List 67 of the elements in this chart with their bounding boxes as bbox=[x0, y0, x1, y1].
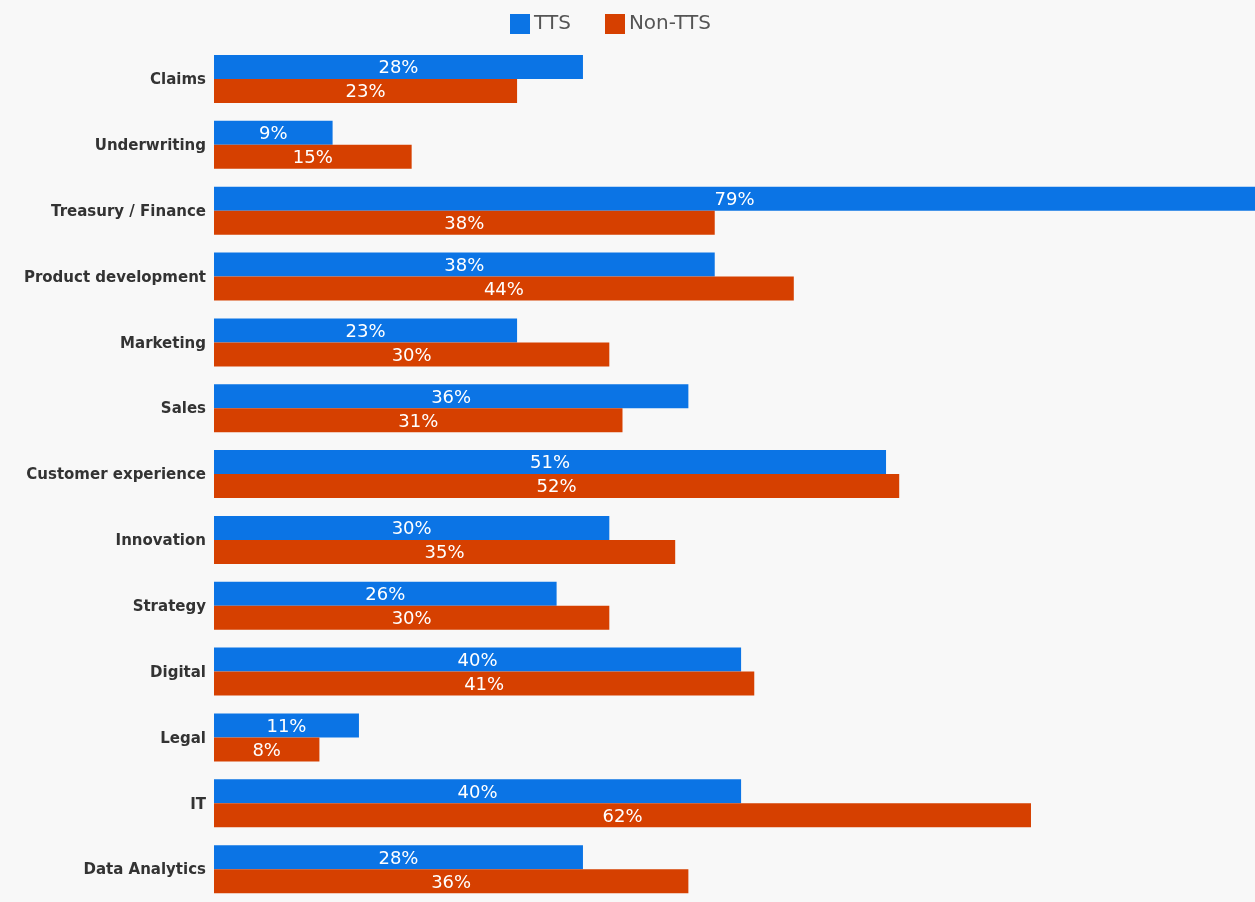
y-tick-label: Claims bbox=[150, 70, 207, 89]
data-label: 41% bbox=[464, 673, 505, 695]
y-tick-label: Legal bbox=[160, 728, 206, 747]
bar bbox=[214, 79, 518, 103]
data-label: 52% bbox=[536, 475, 577, 497]
y-tick-label: Innovation bbox=[115, 531, 206, 550]
data-label: 36% bbox=[431, 870, 472, 892]
data-label: 35% bbox=[424, 541, 465, 563]
bar bbox=[214, 120, 333, 145]
data-label: 28% bbox=[378, 56, 419, 78]
data-label: 30% bbox=[391, 607, 432, 629]
y-tick-label: Strategy bbox=[132, 597, 207, 616]
data-label: 23% bbox=[345, 80, 386, 102]
bar bbox=[214, 384, 689, 409]
data-label: 40% bbox=[457, 780, 498, 802]
bar bbox=[214, 55, 583, 79]
data-label: 31% bbox=[398, 409, 439, 431]
data-label: 38% bbox=[444, 212, 485, 234]
bar bbox=[214, 713, 359, 738]
data-label: 30% bbox=[391, 517, 432, 539]
bar bbox=[214, 869, 689, 894]
data-label: 44% bbox=[483, 277, 524, 299]
bar bbox=[214, 474, 900, 499]
bar bbox=[214, 779, 742, 804]
bar bbox=[214, 581, 557, 606]
bar bbox=[214, 318, 518, 343]
bar bbox=[214, 737, 320, 762]
y-tick-label: Marketing bbox=[120, 333, 206, 352]
y-tick-label: Digital bbox=[150, 662, 206, 681]
bar bbox=[214, 276, 794, 301]
y-tick-label: Product development bbox=[23, 267, 206, 286]
data-label: 40% bbox=[457, 649, 498, 671]
data-label: 11% bbox=[266, 714, 307, 736]
data-label: 8% bbox=[252, 738, 281, 760]
y-tick-label: Treasury / Finance bbox=[51, 201, 206, 220]
bar bbox=[214, 605, 610, 630]
bar bbox=[214, 803, 1031, 828]
legend-label: Non-TTS bbox=[628, 10, 711, 34]
bar bbox=[214, 450, 887, 475]
y-tick-label: Data Analytics bbox=[83, 860, 207, 879]
legend-label: TTS bbox=[534, 10, 571, 34]
bar bbox=[214, 647, 742, 672]
bar bbox=[214, 515, 610, 540]
data-label: 9% bbox=[259, 122, 288, 144]
data-label: 79% bbox=[714, 188, 755, 210]
bar bbox=[214, 186, 1255, 211]
bar bbox=[214, 144, 412, 169]
bar bbox=[214, 845, 583, 870]
y-tick-label: IT bbox=[190, 794, 207, 813]
y-tick-label: Sales bbox=[160, 399, 207, 418]
y-tick-label: Customer experience bbox=[26, 465, 206, 484]
bar bbox=[214, 539, 676, 564]
data-label: 28% bbox=[378, 846, 419, 868]
data-label: 26% bbox=[365, 583, 406, 605]
bar bbox=[214, 408, 623, 433]
bar bbox=[214, 210, 715, 235]
data-label: 30% bbox=[391, 343, 432, 365]
bar bbox=[214, 671, 755, 696]
y-tick-label: Underwriting bbox=[94, 136, 206, 155]
bar bbox=[214, 342, 610, 367]
data-label: 15% bbox=[292, 146, 333, 168]
data-label: 23% bbox=[345, 319, 386, 341]
data-label: 36% bbox=[431, 385, 472, 407]
bar bbox=[214, 252, 715, 277]
data-label: 62% bbox=[602, 804, 643, 826]
data-label: 51% bbox=[530, 451, 571, 473]
data-label: 38% bbox=[444, 253, 485, 275]
